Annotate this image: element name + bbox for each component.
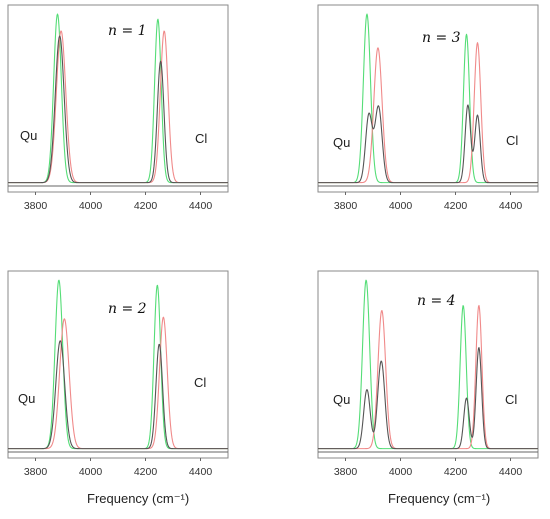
x-tick-label: 4000 [79,200,103,212]
x-tick-label: 4400 [499,466,523,478]
plot-frame [317,4,539,193]
peak-label-right: Cl [506,133,518,148]
x-tick-label: 4000 [389,200,413,212]
chart-panel-2: 3800 4000 4200 4400 n = 3 Qu Cl [317,4,539,212]
x-tick-label: 4400 [499,200,523,212]
peak-label-left: Qu [20,128,37,143]
peak-label-right: Cl [505,392,517,407]
series-line-3 [7,340,229,450]
series-line-3 [317,347,539,450]
x-tick-label: 3800 [24,200,48,212]
peak-label-left: Qu [333,392,350,407]
x-tick-label: 4400 [189,466,213,478]
panel-label: n = 1 [108,23,147,39]
peak-label-right: Cl [194,375,206,390]
peak-label-left: Qu [18,391,35,406]
x-tick-label: 4400 [189,200,213,212]
x-axis-label-left: Frequency (cm⁻¹) [87,491,190,506]
series-line-3 [317,104,539,184]
plot-frame [317,270,539,459]
x-tick-label: 4200 [444,200,468,212]
x-tick-label: 4200 [444,466,468,478]
chart-panel-3: 3800 4000 4200 4400 n = 2 Qu Cl [7,270,229,478]
x-tick-label: 3800 [24,466,48,478]
chart-panel-1: 3800 4000 4200 4400 n = 1 Qu Cl [7,4,229,212]
x-axis-label-right: Frequency (cm⁻¹) [388,491,491,506]
peak-label-left: Qu [333,135,350,150]
panel-label: n = 4 [417,293,456,309]
peak-label-right: Cl [195,131,207,146]
chart-panel-4: 3800 4000 4200 4400 n = 4 Qu Cl [317,270,539,478]
plot-frame [7,270,229,459]
x-tick-label: 4200 [134,466,158,478]
x-tick-label: 4000 [79,466,103,478]
series-line-3 [7,35,229,184]
x-tick-label: 4000 [389,466,413,478]
x-tick-label: 3800 [334,466,358,478]
x-tick-label: 3800 [334,200,358,212]
panel-label: n = 3 [422,30,461,46]
panel-label: n = 2 [108,301,147,317]
plot-frame [7,4,229,193]
x-tick-label: 4200 [134,200,158,212]
